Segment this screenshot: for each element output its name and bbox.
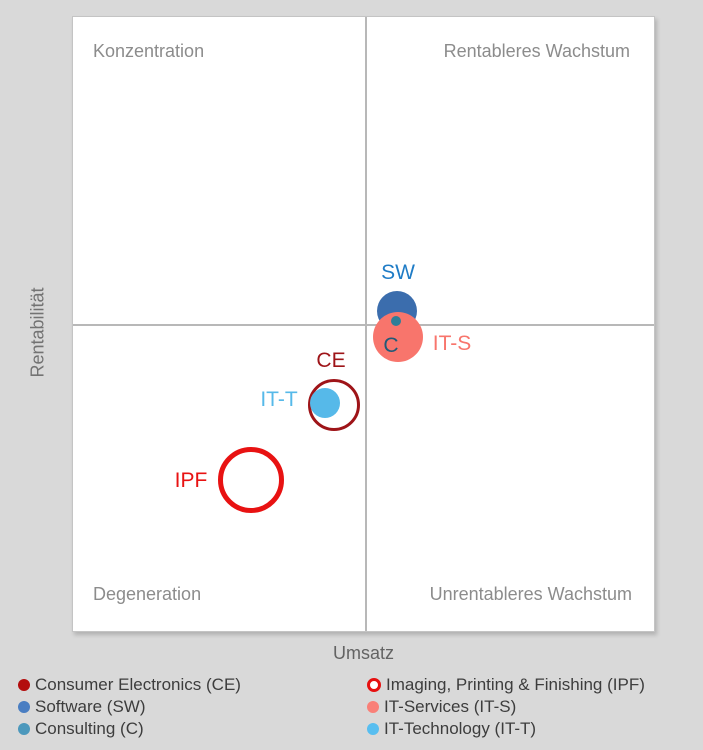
- bubble-itt: [310, 388, 340, 418]
- plot-area: Konzentration Rentableres Wachstum Degen…: [72, 16, 655, 632]
- legend-item-sw: Software (SW): [18, 696, 241, 718]
- bubble-ce: [308, 379, 360, 431]
- legend-marker-itt-dot-icon: [367, 723, 379, 735]
- legend-column-right: Imaging, Printing & Finishing (IPF) IT-Se…: [367, 674, 645, 740]
- legend-marker-sw-dot-icon: [18, 701, 30, 713]
- bubble-ipf: [218, 447, 284, 513]
- legend-item-c: Consulting (C): [18, 718, 241, 740]
- legend-item-its: IT-Services (IT-S): [367, 696, 645, 718]
- quadrant-divider-horizontal: [73, 324, 654, 326]
- bubble-label-sw: SW: [381, 261, 415, 284]
- legend-marker-c-dot-icon: [18, 723, 30, 735]
- legend-label-ce: Consumer Electronics (CE): [35, 675, 241, 694]
- legend-label-sw: Software (SW): [35, 697, 146, 716]
- legend-label-ipf: Imaging, Printing & Finishing (IPF): [386, 675, 645, 694]
- quadrant-label-bottom-right: Unrentableres Wachstum: [429, 584, 632, 604]
- bubble-label-ipf: IPF: [174, 469, 208, 492]
- legend-column-left: Consumer Electronics (CE) Software (SW) Co…: [18, 674, 241, 740]
- legend-marker-ipf-ring-icon: [367, 678, 381, 692]
- bubble-c: [391, 316, 401, 326]
- legend-marker-ce-dot-icon: [18, 679, 30, 691]
- legend-label-itt: IT-Technology (IT-T): [384, 719, 537, 738]
- quadrant-label-top-right: Rentableres Wachstum: [443, 41, 630, 61]
- legend-label-its: IT-Services (IT-S): [384, 697, 517, 716]
- legend-label-c: Consulting (C): [35, 719, 144, 738]
- quadrant-label-bottom-left: Degeneration: [93, 584, 202, 604]
- y-axis-label: Rentabilität: [27, 287, 48, 378]
- bubble-label-its: IT-S: [432, 332, 472, 355]
- legend-item-ce: Consumer Electronics (CE): [18, 674, 241, 696]
- legend-marker-its-dot-icon: [367, 701, 379, 713]
- bubble-label-itt: IT-T: [260, 388, 298, 411]
- legend-item-ipf: Imaging, Printing & Finishing (IPF): [367, 674, 645, 696]
- bubble-label-c: C: [383, 334, 399, 357]
- legend-item-itt: IT-Technology (IT-T): [367, 718, 645, 740]
- quadrant-label-top-left: Konzentration: [93, 41, 205, 61]
- x-axis-label: Umsatz: [332, 643, 394, 663]
- bubble-label-ce: CE: [316, 349, 346, 372]
